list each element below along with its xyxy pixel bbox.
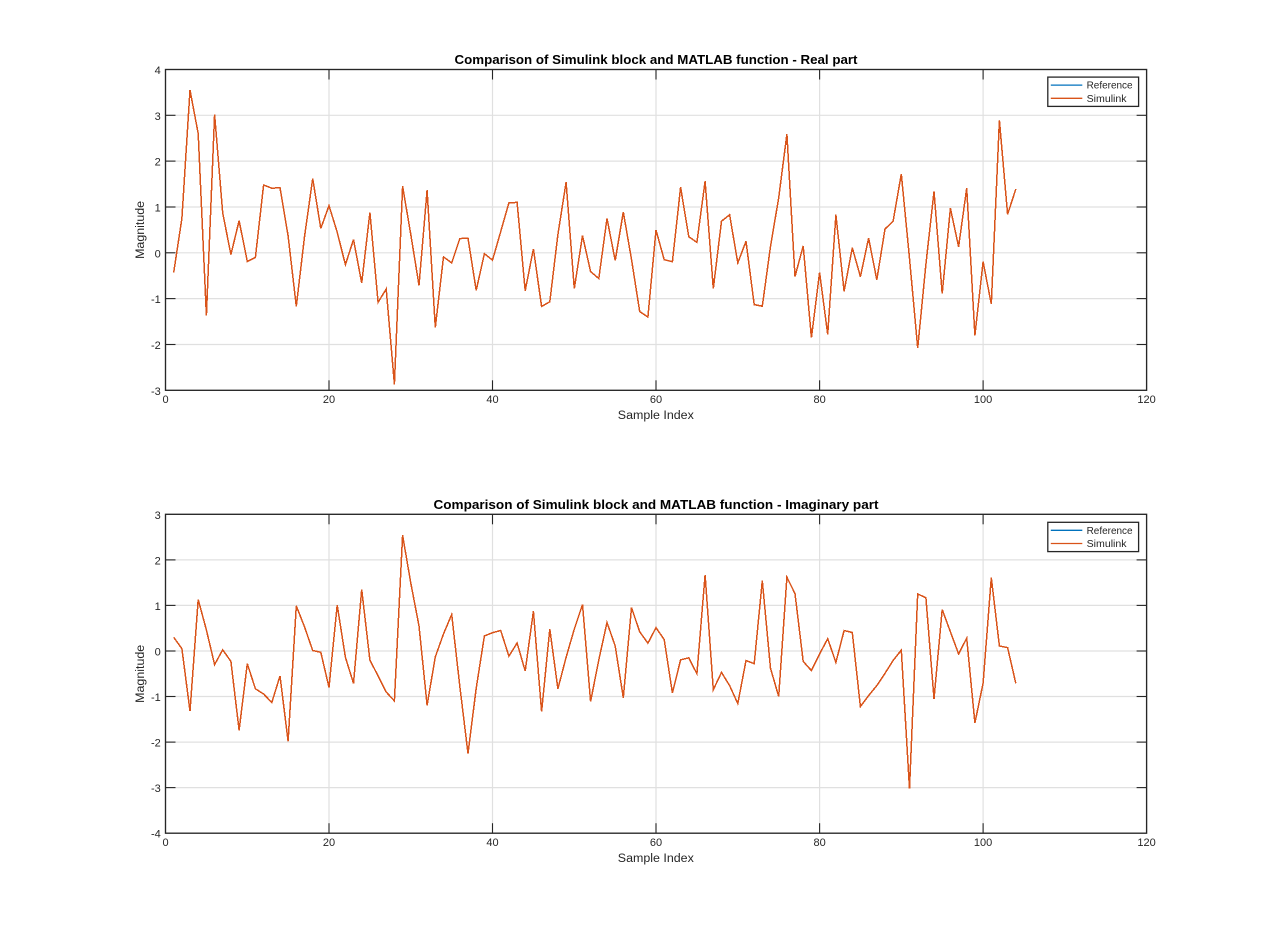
svg-text:Magnitude: Magnitude [135,645,147,703]
svg-text:Comparison of Simulink block a: Comparison of Simulink block and MATLAB … [455,53,859,67]
svg-text:Reference: Reference [1087,81,1133,92]
svg-text:Comparison of Simulink block a: Comparison of Simulink block and MATLAB … [434,498,880,512]
svg-text:Magnitude: Magnitude [135,201,147,259]
svg-text:120: 120 [1137,837,1155,849]
svg-text:60: 60 [650,837,662,849]
svg-text:0: 0 [155,647,161,659]
svg-text:0: 0 [155,248,161,260]
svg-text:-1: -1 [151,294,161,306]
svg-text:Sample Index: Sample Index [618,410,694,422]
svg-text:0: 0 [162,394,168,406]
svg-text:-3: -3 [151,386,161,398]
svg-text:40: 40 [486,394,498,406]
svg-text:120: 120 [1137,394,1155,406]
svg-text:20: 20 [323,837,335,849]
svg-text:3: 3 [155,111,161,123]
svg-text:-1: -1 [151,692,161,704]
svg-text:Reference: Reference [1087,526,1133,537]
svg-text:2: 2 [155,157,161,169]
svg-text:Sample Index: Sample Index [618,853,694,865]
svg-text:0: 0 [162,837,168,849]
svg-text:80: 80 [813,837,825,849]
svg-text:Simulink: Simulink [1087,539,1128,550]
svg-text:40: 40 [486,837,498,849]
svg-text:1: 1 [155,601,161,613]
svg-text:3: 3 [155,510,161,522]
svg-text:-2: -2 [151,738,161,750]
svg-text:60: 60 [650,394,662,406]
svg-text:-3: -3 [151,783,161,795]
svg-text:-4: -4 [151,829,161,841]
svg-text:100: 100 [974,837,992,849]
svg-text:1: 1 [155,203,161,215]
svg-text:100: 100 [974,394,992,406]
svg-text:20: 20 [323,394,335,406]
svg-text:80: 80 [813,394,825,406]
svg-text:Simulink: Simulink [1087,94,1128,105]
svg-text:4: 4 [155,65,161,77]
svg-text:-2: -2 [151,340,161,352]
svg-text:2: 2 [155,555,161,567]
